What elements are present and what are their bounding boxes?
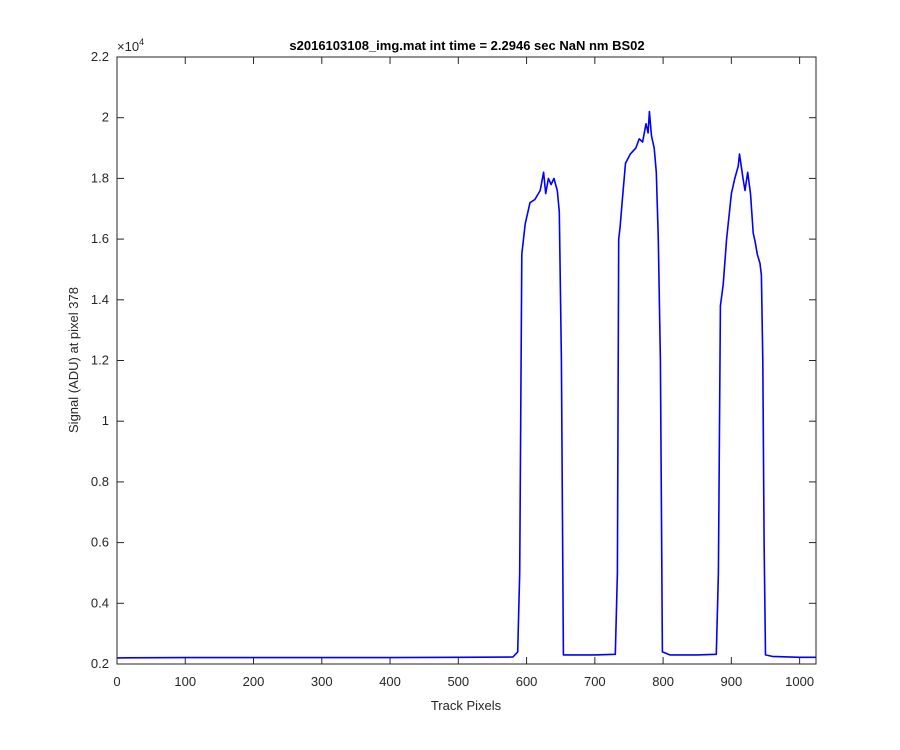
y-exponent-power: 4 [139,37,144,47]
y-tick-label: 1.4 [91,292,109,307]
x-tick-label: 1000 [785,674,814,689]
x-tick-label: 300 [311,674,333,689]
chart-title: s2016103108_img.mat int time = 2.2946 se… [289,38,644,53]
y-tick-label: 2.2 [91,49,109,64]
y-axis-label: Signal (ADU) at pixel 378 [66,287,81,433]
y-tick-label: 0.4 [91,595,109,610]
y-tick-label: 1.2 [91,353,109,368]
plot-area [117,57,816,664]
x-tick-label: 200 [243,674,265,689]
x-tick-label: 600 [516,674,538,689]
y-tick-label: 0.6 [91,535,109,550]
x-tick-label: 0 [113,674,120,689]
y-axis-ticks: 0.2 0.4 0.6 0.8 1 1.2 1.4 1.6 1.8 2 2.2 [91,49,816,671]
x-axis-label: Track Pixels [431,698,502,713]
y-exponent-base: ×10 [117,39,139,54]
y-tick-label: 0.2 [91,656,109,671]
x-tick-label: 100 [174,674,196,689]
x-tick-label: 900 [721,674,743,689]
y-tick-label: 1.8 [91,170,109,185]
y-tick-label: 0.8 [91,474,109,489]
y-tick-label: 1 [102,413,109,428]
y-exponent-label: ×104 [117,37,144,54]
plot-frame [116,56,817,665]
x-tick-label: 400 [379,674,401,689]
x-tick-label: 700 [584,674,606,689]
x-axis-ticks: 0 100 200 300 400 500 600 700 800 900 1000 [113,57,814,689]
x-tick-label: 500 [447,674,469,689]
y-tick-label: 1.6 [91,231,109,246]
y-tick-label: 2 [102,110,109,125]
series-line [116,110,816,659]
x-tick-label: 800 [652,674,674,689]
